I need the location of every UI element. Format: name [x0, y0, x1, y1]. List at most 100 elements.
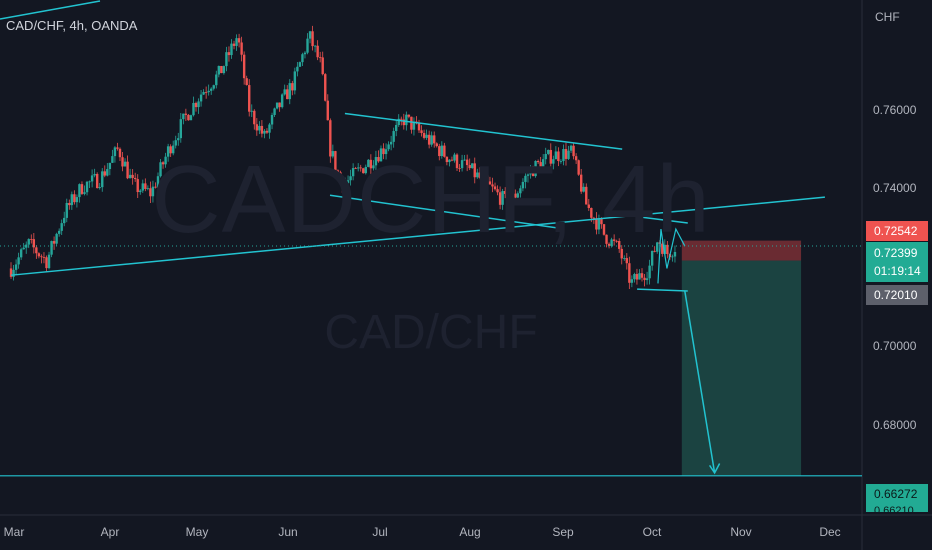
y-tick: 0.68000	[873, 418, 917, 432]
candle-body	[103, 171, 106, 176]
flag-lower-line	[637, 288, 688, 292]
projection-arrow-line	[684, 290, 716, 473]
candle-body	[286, 89, 289, 100]
candle-body	[303, 52, 307, 55]
flag-upper-line	[636, 215, 688, 224]
candle-body	[136, 179, 139, 193]
candle-body	[232, 43, 236, 46]
candle-body	[526, 174, 530, 176]
candle-body	[417, 122, 421, 131]
channel-lower-line	[329, 194, 560, 230]
candle-body	[544, 153, 547, 160]
candle-body	[579, 174, 583, 192]
candle-body	[448, 159, 451, 163]
candle-body	[587, 204, 590, 208]
candle-body	[369, 159, 373, 169]
candle-body	[643, 277, 646, 281]
candle-body	[339, 172, 342, 182]
candle-body	[318, 57, 322, 59]
candle-body	[509, 203, 512, 209]
candle-body	[493, 186, 497, 190]
candle-body	[73, 194, 76, 203]
candle-body	[263, 130, 266, 134]
candle-body	[210, 88, 213, 91]
candle-body	[531, 167, 535, 177]
candle-body	[427, 134, 431, 145]
candle-body	[131, 174, 134, 178]
candle-body	[189, 115, 193, 121]
candle-body	[116, 147, 119, 149]
candle-body	[55, 233, 58, 244]
candle-body	[255, 124, 259, 131]
candle-body	[9, 268, 13, 277]
candle-body	[288, 83, 291, 100]
y-tick: 0.74000	[873, 181, 917, 195]
candle-body	[620, 248, 623, 259]
candle-body	[22, 247, 25, 250]
candle-body	[468, 165, 471, 169]
candle-body	[83, 192, 86, 194]
candle-body	[554, 151, 558, 160]
candle-body	[623, 258, 626, 259]
candle-body	[57, 230, 61, 234]
candle-body	[486, 175, 489, 182]
current-price-label: 0.72399 01:19:14	[866, 242, 928, 282]
candle-body	[367, 159, 370, 167]
candle-body	[557, 151, 560, 162]
candle-body	[351, 168, 355, 177]
candle-body	[582, 186, 585, 192]
candle-body	[372, 165, 375, 169]
candle-body	[465, 159, 469, 166]
candle-body	[602, 224, 606, 235]
candle-body	[253, 110, 256, 125]
candle-body	[605, 234, 608, 244]
candle-body	[32, 239, 36, 248]
candle-body	[220, 65, 223, 74]
candle-body	[334, 151, 337, 171]
candle-body	[245, 78, 248, 86]
candle-body	[133, 177, 137, 180]
candle-body	[389, 141, 393, 145]
candle-body	[473, 163, 476, 178]
candle-body	[574, 156, 578, 161]
candle-body	[547, 149, 550, 154]
candle-body	[63, 217, 66, 224]
candle-body	[496, 189, 499, 193]
candle-body	[435, 143, 438, 147]
candle-body	[661, 243, 664, 254]
candle-body	[324, 74, 327, 101]
candle-body	[240, 42, 243, 55]
target-partial-label: 0.66210	[866, 504, 928, 512]
candle-body	[392, 131, 395, 142]
candle-body	[577, 160, 580, 175]
x-tick: Oct	[642, 525, 662, 539]
candle-body	[460, 160, 464, 169]
candle-body	[443, 145, 446, 157]
candle-body	[296, 66, 299, 72]
candle-body	[382, 148, 385, 155]
candle-body	[407, 114, 411, 117]
candle-body	[511, 193, 514, 204]
candle-body	[78, 184, 81, 198]
candle-body	[384, 149, 388, 155]
candle-body	[552, 159, 555, 164]
candle-body	[564, 149, 568, 159]
candle-body	[488, 181, 492, 185]
candle-body	[541, 159, 545, 170]
candle-body	[90, 175, 94, 182]
candle-body	[126, 161, 129, 179]
candle-body	[400, 118, 403, 120]
candle-body	[650, 250, 654, 266]
candle-body	[85, 181, 89, 193]
candle-body	[346, 180, 350, 184]
chart-title[interactable]: CAD/CHF, 4h, OANDA	[6, 18, 138, 33]
candle-body	[412, 121, 416, 130]
candle-body	[159, 162, 162, 177]
x-tick: Sep	[552, 525, 574, 539]
candle-body	[306, 38, 309, 53]
candle-body	[503, 191, 507, 194]
candle-body	[592, 217, 596, 219]
candle-body	[250, 110, 253, 112]
candle-body	[184, 113, 188, 115]
